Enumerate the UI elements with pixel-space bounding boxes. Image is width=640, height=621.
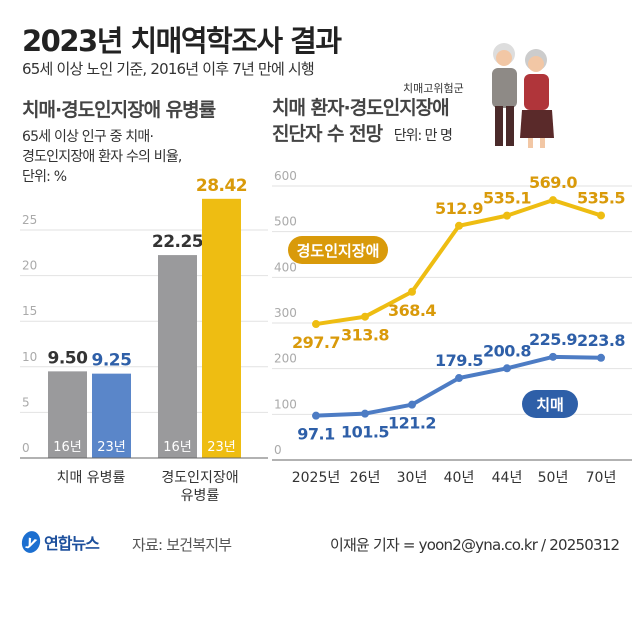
series-name-label: 치매 <box>536 396 564 414</box>
data-label: 313.8 <box>341 326 389 345</box>
data-label: 101.5 <box>341 423 389 442</box>
y-tick-label: 25 <box>22 213 37 227</box>
right-chart-heading: 치매 환자·경도인지장애 진단자 수 전망 단위: 만 명 <box>272 95 453 149</box>
logo-mark-icon: y <box>19 529 43 555</box>
data-point <box>597 353 605 362</box>
heading-line: 치매 환자·경도인지장애 <box>272 97 450 119</box>
data-point <box>455 221 463 230</box>
data-point <box>549 196 557 205</box>
data-point <box>408 287 416 296</box>
data-point <box>312 320 320 329</box>
y-tick-label: 100 <box>274 397 297 411</box>
prevalence-bar-chart: 0 5 10 15 20 25 9.50 16년 9.25 23년 22.25 16년 28.42 23년… <box>20 176 268 504</box>
bar-series-label: 16년 <box>163 440 192 455</box>
data-label: 512.9 <box>435 199 483 218</box>
heading-line: 진단자 수 전망 단위: 만 명 <box>272 121 453 149</box>
data-label: 368.4 <box>388 301 436 320</box>
bar-value-label: 28.42 <box>196 176 247 196</box>
x-category-label: 치매 유병률 <box>57 470 126 486</box>
left-chart-note: 65세 이상 인구 중 치매· 경도인지장애 환자 수의 비율, 단위: % <box>22 127 182 187</box>
projection-line-chart: 0 100 200 300 400 500 600 2025년 26년 30년 40년 44년 50년 7… <box>272 169 632 486</box>
source-label: 자료: 보건복지부 <box>132 536 232 554</box>
x-category-label: 경도인지장애 <box>161 470 238 486</box>
data-label: 223.8 <box>577 331 625 350</box>
bar-series-label: 23년 <box>207 440 236 455</box>
data-point <box>361 409 369 418</box>
y-tick-label: 20 <box>22 259 37 273</box>
note-line: 단위: % <box>22 169 67 185</box>
series-badge <box>288 236 388 264</box>
bar-series-label: 23년 <box>97 440 126 455</box>
x-tick-label: 40년 <box>444 470 475 486</box>
bar-series-label: 16년 <box>53 440 82 455</box>
page-subtitle: 65세 이상 노인 기준, 2016년 이후 7년 만에 시행 <box>22 60 315 78</box>
data-label: 121.2 <box>388 414 436 433</box>
high-risk-label: 치매고위험군 <box>403 82 464 95</box>
bar-value-label: 22.25 <box>152 232 203 252</box>
data-point <box>361 312 369 321</box>
yonhap-logo: y 연합뉴스 <box>19 529 100 555</box>
data-label: 200.8 <box>483 341 531 360</box>
note-line: 경도인지장애 환자 수의 비율, <box>22 149 182 165</box>
heading-text: 진단자 수 전망 <box>272 123 383 145</box>
bar-value-label: 9.50 <box>48 348 89 368</box>
bar <box>158 255 197 458</box>
data-label: 225.9 <box>529 330 577 349</box>
left-chart-heading: 치매·경도인지장애 유병률 <box>22 99 216 121</box>
x-tick-label: 30년 <box>397 470 428 486</box>
unit-label: 단위: 만 명 <box>393 128 453 144</box>
y-tick-label: 600 <box>274 169 297 183</box>
data-point <box>455 374 463 383</box>
bar-value-label: 9.25 <box>92 351 132 371</box>
data-label: 569.0 <box>529 173 577 192</box>
elderly-couple-illustration <box>492 43 554 148</box>
bar <box>92 373 131 458</box>
y-tick-label: 500 <box>274 215 297 229</box>
series-badge <box>522 390 578 418</box>
x-tick-label: 26년 <box>350 470 381 486</box>
bar <box>202 198 241 458</box>
y-tick-label: 10 <box>22 350 37 364</box>
data-point <box>408 400 416 409</box>
data-label: 179.5 <box>435 351 483 370</box>
data-label: 97.1 <box>297 425 335 444</box>
x-tick-label: 70년 <box>586 470 617 486</box>
data-point <box>549 352 557 361</box>
data-point <box>503 364 511 373</box>
data-label: 297.7 <box>292 333 340 352</box>
y-tick-label: 0 <box>274 443 282 457</box>
credit-label: 이재윤 기자 = yoon2@yna.co.kr / 20250312 <box>330 536 620 554</box>
y-tick-label: 0 <box>22 441 30 455</box>
bar <box>48 371 87 458</box>
data-label: 535.1 <box>483 189 531 208</box>
note-line: 65세 이상 인구 중 치매· <box>22 129 154 145</box>
y-tick-label: 15 <box>22 304 37 318</box>
x-category-label: 유병률 <box>181 488 220 504</box>
y-tick-label: 300 <box>274 306 297 320</box>
data-point <box>312 411 320 420</box>
x-tick-label: 50년 <box>538 470 569 486</box>
logo-text: 연합뉴스 <box>44 534 100 553</box>
data-label: 535.5 <box>577 188 625 207</box>
y-tick-label: 400 <box>274 260 297 274</box>
y-tick-label: 200 <box>274 352 297 366</box>
x-tick-label: 44년 <box>492 470 523 486</box>
y-tick-label: 5 <box>22 395 30 409</box>
x-tick-label: 2025년 <box>292 470 341 486</box>
data-point <box>503 211 511 220</box>
page-title: 2023년 치매역학조사 결과 <box>22 24 342 58</box>
series-name-label: 경도인지장애 <box>297 242 380 260</box>
data-point <box>597 211 605 220</box>
